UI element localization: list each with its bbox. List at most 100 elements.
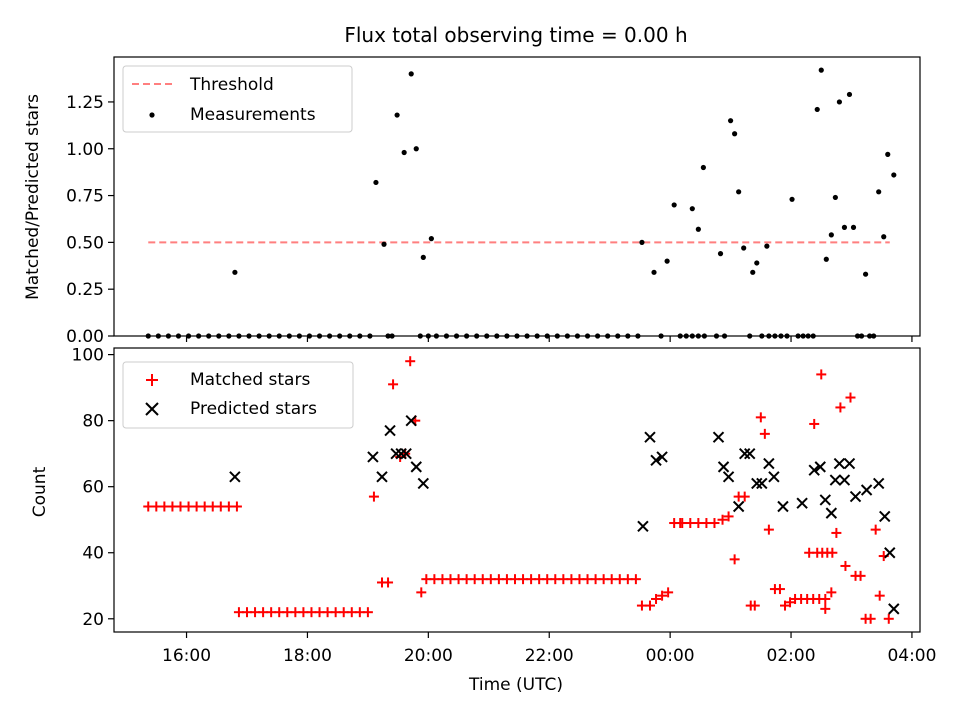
measurement-point [832,194,838,201]
measurement-point [736,189,742,195]
measurement-point [689,206,695,212]
top-y-axis: 0.00 0.25 0.50 0.75 1.00 1.25 [66,93,114,347]
measurement-point [373,179,379,186]
matched-star-point [388,379,399,390]
predicted-star-point [390,447,402,460]
bottom-panel: 20 40 60 80 100 16:00 18:00 20:00 22:00 00:00 02:… [30,346,936,695]
measurement-point [850,224,857,230]
matched-star-point [362,607,373,618]
matched-star-point [826,587,837,598]
y-tick-label: 1.25 [66,93,104,113]
x-axis-label: Time (UTC) [468,675,563,695]
legend-label-threshold: Threshold [189,75,274,95]
matched-star-point [383,577,394,588]
predicted-star-point [849,490,862,503]
y-tick-label: 0.75 [66,187,104,207]
measurement-point [394,112,400,118]
measurement-point [885,151,891,157]
matched-star-point [729,554,740,565]
predicted-star-point [376,471,388,483]
matched-star-point [804,547,815,558]
matched-star-point [827,547,838,558]
measurement-point [818,67,824,73]
matched-star-point [785,597,796,608]
matched-star-point [416,587,427,598]
matched-star-point [816,369,827,380]
bottom-y-axis-label: Count [30,466,50,517]
x-tick-label: 02:00 [767,646,816,666]
matched-star-point [845,392,856,403]
matched-star-point [749,600,760,611]
predicted-star-point [712,431,725,443]
matched-star-point [657,590,668,601]
predicted-star-point [751,477,763,490]
predicted-star-point [732,500,745,513]
matched-star-point [883,613,894,624]
measurement-point [381,241,387,247]
top-legend-box [122,65,353,133]
measurement-point [420,254,426,260]
top-x-axis [185,336,913,342]
measurement-point [823,256,829,262]
measurement-point [764,243,770,249]
measurement-point [413,146,419,152]
matched-star-point [368,491,379,502]
predicted-star-point [819,494,832,506]
measurement-point [881,234,887,240]
measurement-point [741,245,747,251]
measurement-point [401,149,407,156]
measurement-point [846,91,853,98]
predicted-star-point [367,451,379,463]
matched-star-point [759,428,770,439]
predicted-star-point [884,547,896,559]
predicted-star-point [637,520,649,533]
matched-star-point [755,412,766,423]
predicted-star-point [777,500,789,513]
matched-star-point [644,600,655,611]
measurement-point [700,164,706,171]
bottom-plot-area [143,356,900,624]
measurement-point [639,239,645,245]
x-tick-label: 22:00 [525,646,574,666]
measurement-point [408,71,414,77]
predicted-star-point [763,457,775,470]
top-axes-frame [113,56,921,337]
y-tick-label: 40 [82,544,104,564]
matched-star-point [630,574,641,585]
predicted-star-point [796,497,808,509]
measurement-point [695,226,701,232]
x-tick-label: 16:00 [162,646,211,666]
matched-legend-swatch [146,374,158,386]
matched-star-point [874,590,885,601]
predicted-star-point [656,451,668,463]
predicted-star-point [833,457,846,470]
predicted-star-point [384,424,396,437]
top-y-axis-label: Matched/Predicted stars [23,94,43,300]
y-tick-label: 100 [72,346,104,366]
measurement-point [664,258,670,264]
x-tick-label: 04:00 [887,646,936,666]
y-tick-label: 0.25 [66,280,104,300]
predicted-star-point [717,461,730,473]
measurement-point [814,106,820,113]
matched-star-point [831,527,842,538]
matched-star-point [723,511,734,522]
matched-star-point [809,418,820,429]
matched-star-point [835,402,846,413]
matched-star-point [651,593,662,604]
bottom-x-axis: 16:00 18:00 20:00 22:00 00:00 02:00 04:00 [162,632,936,666]
y-tick-label: 1.00 [66,140,104,160]
matched-star-point [675,518,686,529]
measurements-legend-swatch [149,112,155,118]
measurement-point [789,196,795,202]
measurement-point [836,99,843,105]
matched-star-point [870,524,881,535]
legend-label-matched: Matched stars [190,370,310,390]
predicted-legend-swatch [145,402,159,416]
measurement-point [750,269,756,275]
matched-star-point [231,501,242,512]
predicted-star-point [888,603,900,615]
matched-star-point [774,584,785,595]
measurement-point [828,232,834,238]
